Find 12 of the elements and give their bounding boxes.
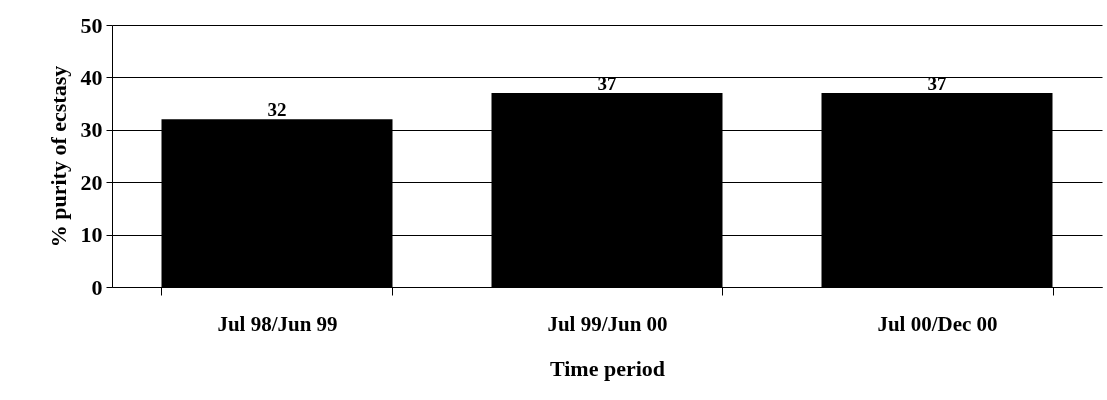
y-tick-label: 0 [91, 274, 103, 300]
y-tick-label: 30 [80, 117, 103, 143]
y-tick-label: 50 [80, 12, 103, 38]
y-tick-label: 20 [80, 169, 103, 195]
x-axis-title: Time period [549, 355, 666, 381]
x-tick-label: Jul 98/Jun 99 [217, 311, 338, 336]
x-tick-label: Jul 00/Dec 00 [877, 311, 998, 336]
y-tick-label: 40 [80, 64, 103, 90]
x-tick-label: Jul 99/Jun 00 [547, 311, 668, 336]
y-axis-title: % purity of ecstasy [45, 65, 71, 248]
data-label: 32 [267, 99, 287, 121]
y-tick-label: 10 [80, 222, 103, 248]
